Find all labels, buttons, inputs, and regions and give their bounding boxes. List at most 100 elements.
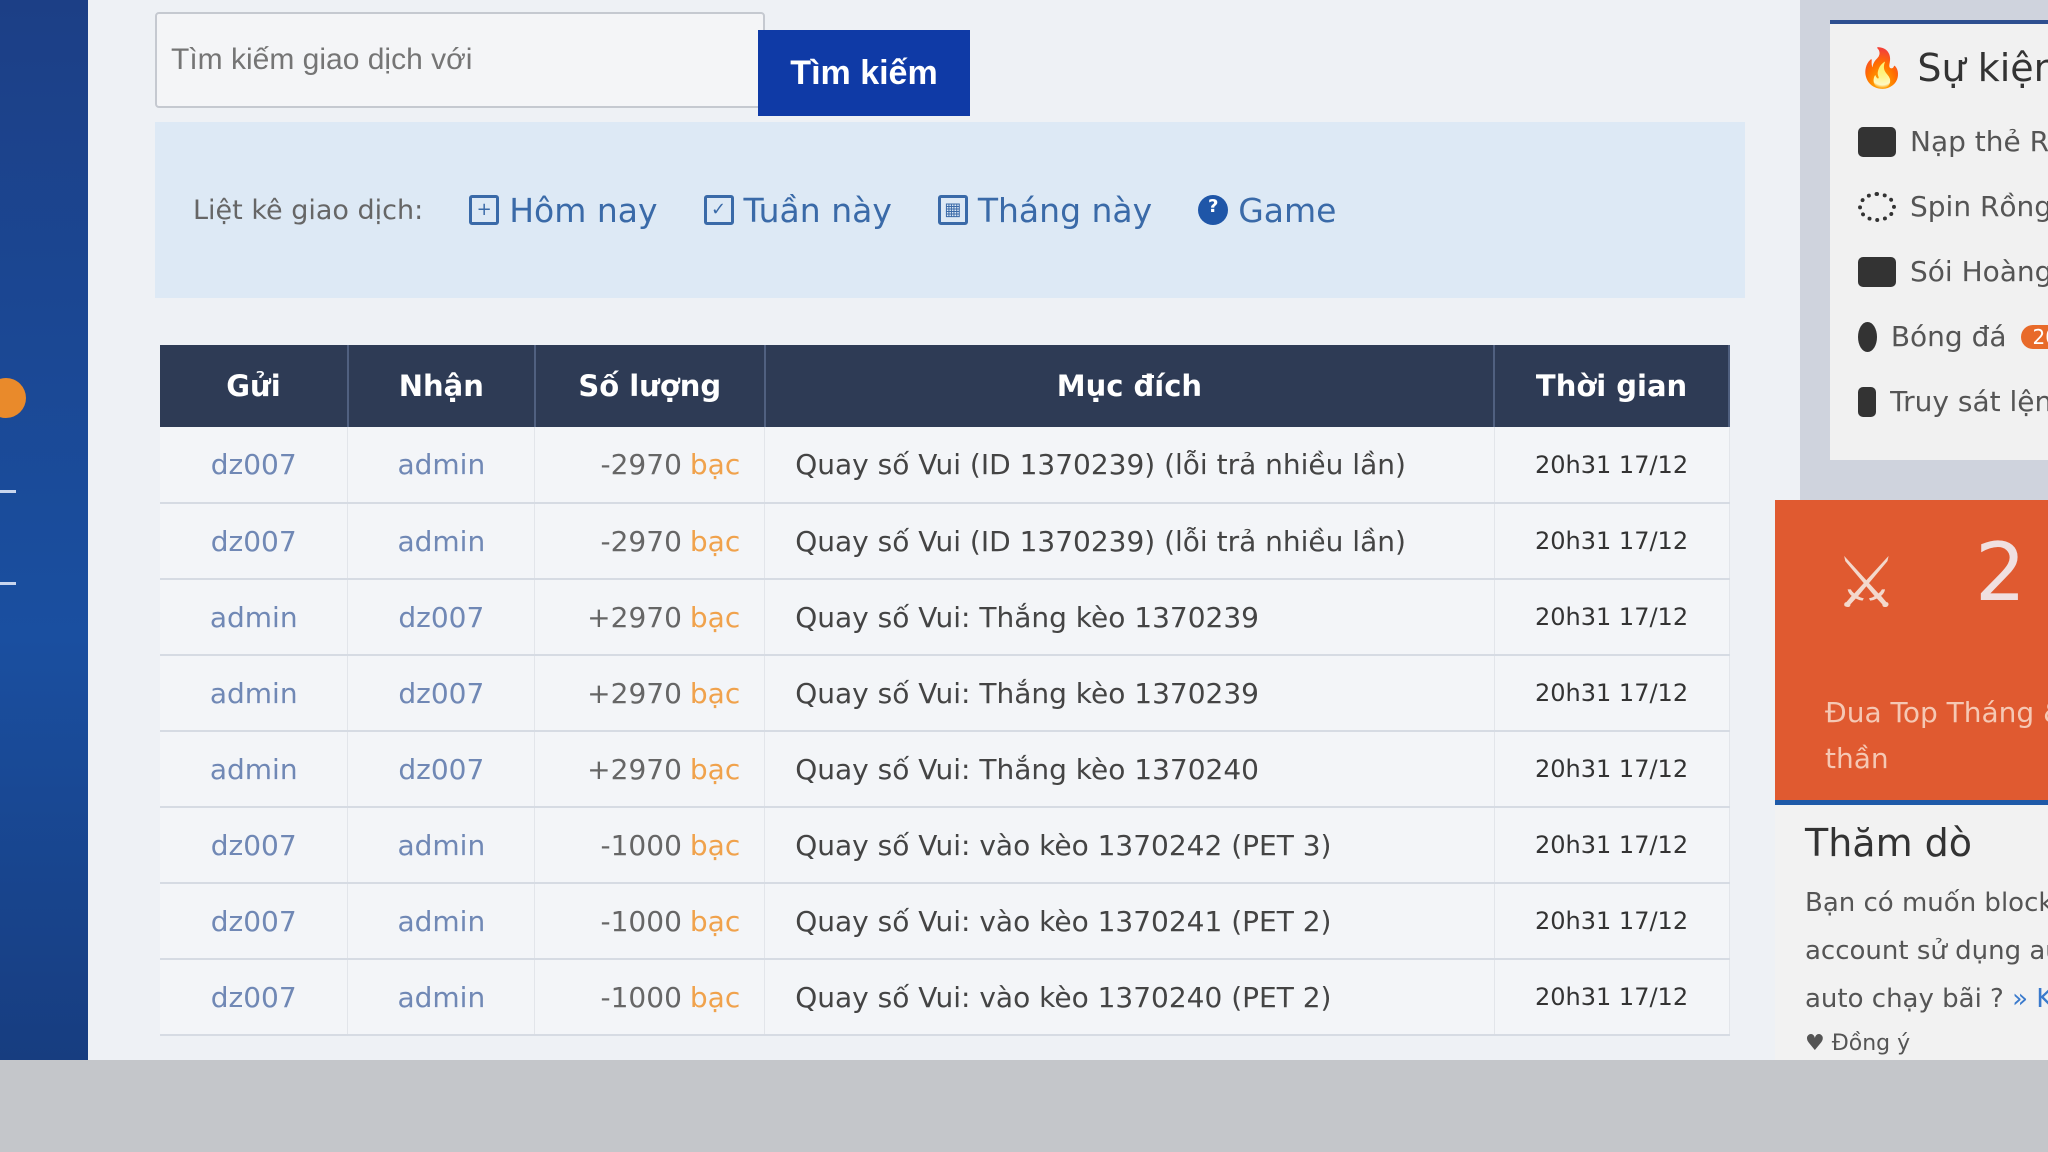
menu-tick[interactable]: [0, 490, 16, 493]
amount-unit: bạc: [689, 904, 741, 938]
receiver[interactable]: admin: [347, 503, 536, 580]
screen-bezel: [0, 1060, 2048, 1152]
sender[interactable]: admin: [160, 731, 349, 808]
ninja-icon: [1858, 386, 1877, 417]
promo-banner[interactable]: ⚔ 2 Đua Top Tháng & thần: [1775, 500, 2048, 800]
filter-label: Liệt kê giao dịch:: [193, 194, 424, 226]
purpose: Quay số Vui: Thắng kèo 1370240: [764, 731, 1495, 808]
amount-value: +2970: [587, 600, 682, 634]
warrior-icon: ⚔: [1835, 542, 1898, 624]
time: 20h31 17/12: [1494, 959, 1730, 1036]
table-row: dz007 admin -2970 bạc Quay số Vui (ID 137…: [160, 503, 1730, 580]
table-row: admin dz007 +2970 bạc Quay số Vui: Thắng …: [160, 731, 1730, 808]
calendar-check-icon: ✓: [703, 195, 734, 225]
purpose: Quay số Vui: Thắng kèo 1370239: [764, 655, 1495, 732]
purpose: Quay số Vui: vào kèo 1370240 (PET 2): [764, 959, 1495, 1036]
amount: -1000 bạc: [534, 959, 766, 1036]
filter-week-label: Tuần này: [743, 190, 892, 230]
amount: -2970 bạc: [534, 427, 766, 504]
right-sidebar: 🔥 Sự kiện Nạp thẻ R Spin Rồng Sói Hoàng …: [1775, 0, 2048, 1080]
poll-agree-label: Đồng ý: [1831, 1031, 1911, 1056]
time: 20h31 17/12: [1494, 883, 1730, 960]
filter-today[interactable]: + Hôm nay: [469, 190, 658, 230]
filter-this-week[interactable]: ✓ Tuần này: [703, 190, 892, 230]
receiver[interactable]: admin: [347, 959, 536, 1036]
amount-unit: bạc: [689, 524, 741, 558]
time: 20h31 17/12: [1494, 807, 1730, 884]
sender[interactable]: dz007: [160, 503, 349, 580]
event-item[interactable]: Nạp thẻ R: [1858, 109, 2048, 174]
purpose: Quay số Vui: Thắng kèo 1370239: [764, 579, 1495, 656]
menu-tick[interactable]: [0, 582, 16, 585]
receiver[interactable]: dz007: [347, 731, 536, 808]
receiver[interactable]: admin: [347, 807, 536, 884]
sender[interactable]: dz007: [160, 883, 349, 960]
purpose: Quay số Vui (ID 1370239) (lỗi trả nhiều …: [764, 427, 1495, 504]
col-purpose: Mục đích: [764, 345, 1496, 427]
table-row: dz007 admin -1000 bạc Quay số Vui: vào kè…: [160, 807, 1730, 884]
amount-value: +2970: [587, 676, 682, 710]
amount-unit: bạc: [689, 448, 741, 481]
amount: +2970 bạc: [534, 655, 766, 732]
filter-game[interactable]: ? Game: [1198, 191, 1336, 230]
poll-question-2: account sử dụng au: [1805, 936, 2048, 966]
promo-number: 2: [1975, 526, 2026, 619]
amount: -1000 bạc: [534, 883, 766, 960]
event-label: Truy sát lệnh: [1890, 385, 2048, 418]
table-row: admin dz007 +2970 bạc Quay số Vui: Thắng …: [160, 579, 1730, 656]
promo-text-2: thần: [1825, 742, 1889, 775]
amount-unit: bạc: [689, 980, 741, 1014]
amount-unit: bạc: [689, 600, 741, 634]
events-title: 🔥 Sự kiện: [1858, 46, 2048, 91]
purpose: Quay số Vui: vào kèo 1370241 (PET 2): [764, 883, 1495, 960]
time: 20h31 17/12: [1494, 655, 1730, 732]
purpose: Quay số Vui (ID 1370239) (lỗi trả nhiều …: [764, 503, 1495, 580]
time: 20h31 17/12: [1494, 731, 1730, 808]
poll-panel: Thăm dò Bạn có muốn block account sử dụn…: [1775, 800, 2048, 1080]
sender[interactable]: dz007: [160, 807, 349, 884]
time: 20h31 17/12: [1494, 579, 1730, 656]
amount-value: +2970: [587, 752, 682, 786]
left-sidebar: [0, 0, 88, 1060]
sender[interactable]: admin: [160, 579, 349, 656]
sender[interactable]: admin: [160, 655, 349, 732]
fire-icon: 🔥: [1858, 46, 1906, 90]
search-button[interactable]: Tìm kiếm: [758, 30, 970, 116]
calendar-grid-icon: ▦: [937, 195, 968, 225]
event-item[interactable]: Sói Hoàng: [1858, 239, 2048, 304]
receiver[interactable]: dz007: [347, 655, 536, 732]
filter-game-label: Game: [1238, 190, 1337, 230]
amount-value: -2970: [600, 448, 682, 481]
receiver[interactable]: admin: [347, 883, 536, 960]
event-item[interactable]: Spin Rồng: [1858, 174, 2048, 239]
receiver[interactable]: dz007: [347, 579, 536, 656]
event-item[interactable]: Truy sát lệnh: [1858, 369, 2048, 434]
event-badge: 20: [2020, 324, 2048, 349]
heart-icon: ♥: [1805, 1031, 1825, 1056]
receiver[interactable]: admin: [347, 427, 536, 504]
table-row: admin dz007 +2970 bạc Quay số Vui: Thắng …: [160, 655, 1730, 732]
search-input[interactable]: [155, 12, 765, 108]
filter-this-month[interactable]: ▦ Tháng này: [937, 191, 1152, 230]
amount: -2970 bạc: [534, 503, 766, 580]
event-item[interactable]: Bóng đá 20: [1858, 304, 2048, 369]
table-row: dz007 admin -2970 bạc Quay số Vui (ID 137…: [160, 427, 1730, 504]
amount-value: -2970: [600, 524, 682, 558]
sender[interactable]: dz007: [160, 427, 349, 504]
amount-value: -1000: [600, 980, 682, 1014]
amount: +2970 bạc: [534, 731, 766, 808]
poll-results-link[interactable]: » Kết: [2012, 984, 2048, 1014]
spinner-icon: [1858, 191, 1896, 222]
table-header: Gửi Nhận Số lượng Mục đích Thời gian: [160, 345, 1730, 427]
gift-icon: [1858, 256, 1896, 287]
time: 20h31 17/12: [1494, 503, 1730, 580]
notification-dot[interactable]: [0, 378, 26, 418]
sender[interactable]: dz007: [160, 959, 349, 1036]
amount: -1000 bạc: [534, 807, 766, 884]
purpose: Quay số Vui: vào kèo 1370242 (PET 3): [764, 807, 1495, 884]
event-label: Bóng đá: [1890, 320, 2007, 353]
amount-unit: bạc: [689, 676, 741, 710]
event-label: Spin Rồng: [1910, 190, 2048, 223]
filter-today-label: Hôm nay: [509, 190, 658, 230]
poll-agree-button[interactable]: ♥ Đồng ý: [1805, 1031, 2048, 1056]
